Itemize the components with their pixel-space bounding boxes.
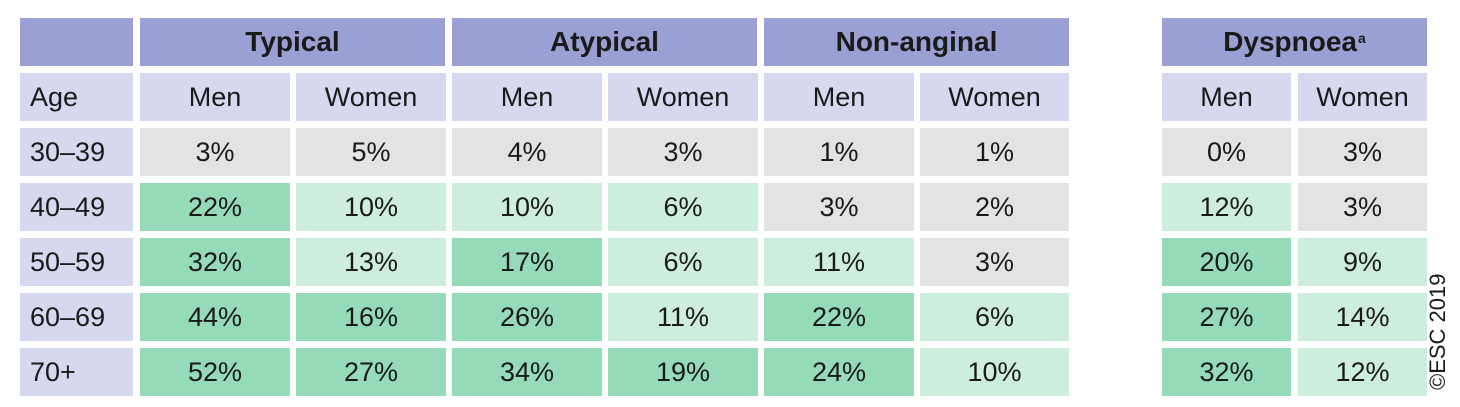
subheader-women: Women — [920, 73, 1069, 121]
age-cell: 60–69 — [20, 293, 133, 341]
header-dyspnoea: Dyspnoea a — [1162, 18, 1427, 66]
table-cell: 32% — [1162, 348, 1291, 396]
table-cell: 27% — [296, 348, 446, 396]
header-dyspnoea-label: Dyspnoea — [1223, 26, 1358, 57]
table-cell: 6% — [920, 293, 1069, 341]
subheader-women: Women — [1298, 73, 1427, 121]
table-cell: 12% — [1162, 183, 1291, 231]
table-cell: 34% — [452, 348, 602, 396]
table-cell: 3% — [764, 183, 914, 231]
table-cell: 9% — [1298, 238, 1427, 286]
table-cell: 52% — [140, 348, 290, 396]
table-cell: 10% — [920, 348, 1069, 396]
table-cell: 3% — [1298, 183, 1427, 231]
table-cell: 44% — [140, 293, 290, 341]
table-cell: 11% — [764, 238, 914, 286]
age-cell: 70+ — [20, 348, 133, 396]
table-cell: 13% — [296, 238, 446, 286]
age-cell: 50–59 — [20, 238, 133, 286]
subheader-men: Men — [140, 73, 290, 121]
table-cell: 3% — [920, 238, 1069, 286]
age-cell: 40–49 — [20, 183, 133, 231]
table-cell: 32% — [140, 238, 290, 286]
subheader-women: Women — [608, 73, 758, 121]
table-cell: 6% — [608, 183, 758, 231]
table-cell: 22% — [140, 183, 290, 231]
table-cell: 6% — [608, 238, 758, 286]
table-cell: 0% — [1162, 128, 1291, 176]
table-cell: 27% — [1162, 293, 1291, 341]
subheader-men: Men — [1162, 73, 1291, 121]
table-cell: 2% — [920, 183, 1069, 231]
table-cell: 10% — [296, 183, 446, 231]
header-typical: Typical — [140, 18, 445, 66]
table-cell: 20% — [1162, 238, 1291, 286]
table-cell: 3% — [608, 128, 758, 176]
subheader-men: Men — [452, 73, 602, 121]
table-cell: 14% — [1298, 293, 1427, 341]
subheader-age: Age — [20, 73, 133, 121]
copyright-notice: ©ESC 2019 — [1425, 273, 1450, 391]
subheader-women: Women — [296, 73, 446, 121]
subheader-men: Men — [764, 73, 914, 121]
table-cell: 5% — [296, 128, 446, 176]
table-cell: 1% — [764, 128, 914, 176]
header-non-anginal: Non-anginal — [764, 18, 1069, 66]
age-cell: 30–39 — [20, 128, 133, 176]
table-cell: 12% — [1298, 348, 1427, 396]
header-dyspnoea-footnote: a — [1358, 30, 1366, 46]
table-cell: 1% — [920, 128, 1069, 176]
table-cell: 24% — [764, 348, 914, 396]
table-cell: 10% — [452, 183, 602, 231]
header-corner — [20, 18, 133, 66]
table-cell: 3% — [1298, 128, 1427, 176]
table-cell: 16% — [296, 293, 446, 341]
table-cell: 19% — [608, 348, 758, 396]
header-atypical: Atypical — [452, 18, 757, 66]
table-cell: 17% — [452, 238, 602, 286]
table-cell: 11% — [608, 293, 758, 341]
table-cell: 3% — [140, 128, 290, 176]
table-cell: 22% — [764, 293, 914, 341]
table-cell: 26% — [452, 293, 602, 341]
table-cell: 4% — [452, 128, 602, 176]
